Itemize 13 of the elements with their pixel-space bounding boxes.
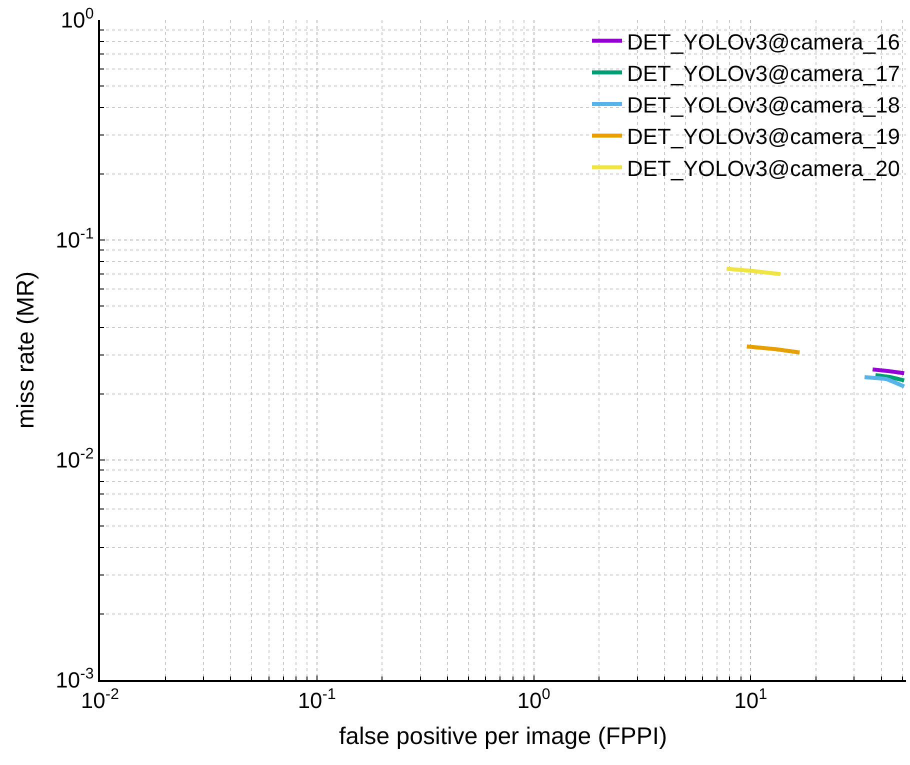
x-tick-label: 10$^{1}$	[734, 686, 768, 714]
legend-label: DET_YOLOv3@camera_18	[627, 92, 900, 118]
y-tick-label: 10$^{-1}$	[56, 225, 94, 253]
y-tick-label: 10$^{-2}$	[56, 445, 94, 473]
x-tick-label: 10$^{0}$	[517, 686, 550, 714]
legend-label: DET_YOLOv3@camera_19	[627, 124, 900, 150]
legend-label: DET_YOLOv3@camera_20	[627, 156, 900, 181]
legend-label: DET_YOLOv3@camera_16	[627, 29, 900, 54]
legend-label: DET_YOLOv3@camera_17	[627, 60, 900, 86]
y-tick-label: 10$^{0}$	[60, 5, 94, 33]
x-tick-label: 10$^{-1}$	[298, 686, 336, 714]
x-axis-title: false positive per image (FPPI)	[338, 722, 668, 750]
y-axis-title: miss rate (MR)	[12, 271, 40, 429]
